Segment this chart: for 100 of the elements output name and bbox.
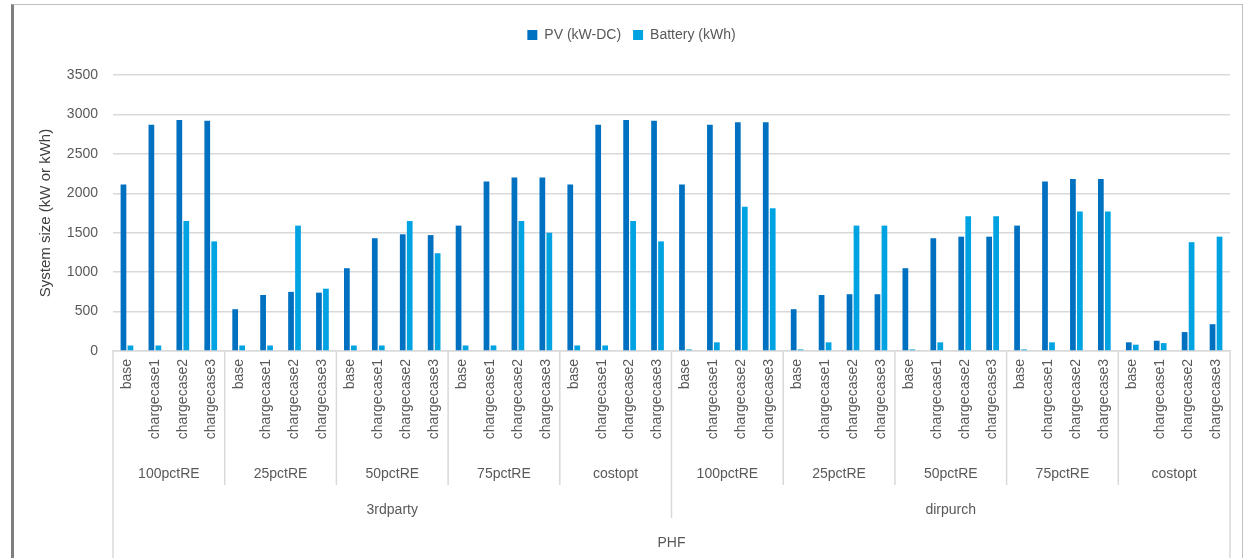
x-tick-label: chargecase2 (508, 358, 525, 440)
x-tick-label: chargecase3 (536, 358, 553, 440)
bar (602, 345, 609, 351)
bar (406, 220, 413, 351)
legend-label: PV (kW-DC) (544, 25, 622, 42)
bar (462, 345, 469, 351)
y-tick-label: 1500 (66, 223, 99, 240)
bar (344, 268, 350, 351)
bar (595, 124, 602, 351)
bar (741, 206, 748, 351)
bar (371, 238, 378, 351)
bar (323, 288, 329, 351)
x-tick-label: chargecase3 (760, 358, 777, 440)
x-tick-label: chargecase1 (1151, 358, 1168, 440)
x-tick-label: chargecase1 (704, 358, 721, 440)
x-tick-label: chargecase2 (397, 358, 414, 440)
bar (734, 122, 741, 351)
bar (658, 241, 664, 351)
x-tick-label: chargecase1 (927, 358, 944, 440)
bar (958, 236, 965, 351)
x-tick-label: chargecase3 (983, 358, 1000, 440)
y-tick-label: 3000 (66, 105, 99, 122)
bar (1104, 211, 1111, 351)
bar (295, 225, 301, 351)
bar (378, 345, 385, 351)
bar (1014, 225, 1020, 351)
bar (630, 220, 636, 351)
y-tick-label: 2000 (66, 184, 99, 201)
bar (176, 119, 183, 351)
x-tick-label: chargecase1 (815, 358, 832, 440)
bar (1125, 342, 1132, 351)
y-tick-label: 500 (74, 302, 99, 319)
x-tick-label: base (117, 358, 134, 390)
bar (1153, 340, 1160, 351)
bar (965, 216, 972, 351)
bar (288, 291, 294, 351)
text: 3rdparty (366, 500, 418, 517)
x-tick-label: chargecase2 (285, 358, 302, 440)
bar (316, 292, 322, 351)
bar (1160, 343, 1167, 351)
bar (679, 184, 685, 351)
bar (155, 345, 162, 351)
x-tick-label: chargecase1 (369, 358, 386, 440)
x-tick-label: chargecase2 (1178, 358, 1195, 440)
x-tick-label: chargecase1 (592, 358, 609, 440)
x-tick-label: chargecase2 (173, 358, 190, 440)
text: costopt (1151, 464, 1197, 481)
bar (1132, 344, 1139, 351)
bar (623, 119, 629, 351)
bar (546, 232, 553, 351)
bar (1070, 179, 1076, 351)
bar (204, 120, 211, 351)
bar (127, 345, 134, 351)
bar (993, 216, 999, 351)
bar (1097, 179, 1104, 351)
x-tick-label: chargecase3 (871, 358, 888, 440)
x-tick-label: chargecase2 (732, 358, 749, 440)
text: 25pctRE (812, 464, 866, 481)
x-tick-label: base (1011, 358, 1028, 390)
x-tick-label: chargecase3 (1206, 358, 1223, 440)
text: 100pctRE (696, 464, 759, 481)
bar (267, 345, 273, 351)
y-tick-label: 0 (90, 341, 99, 358)
y-tick-label: 1000 (66, 263, 99, 279)
x-tick-label: base (899, 358, 916, 390)
bar (260, 295, 266, 351)
text: costopt (593, 464, 639, 481)
legend-label: Battery (kWh) (650, 25, 736, 42)
bar (427, 235, 434, 351)
bar (1042, 181, 1048, 351)
x-tick-label: chargecase3 (1095, 358, 1112, 440)
bar (937, 342, 944, 351)
x-tick-label: chargecase1 (1039, 358, 1056, 440)
text: 75pctRE (1035, 464, 1090, 481)
bar (399, 234, 406, 351)
x-tick-label: chargecase2 (1067, 358, 1084, 440)
bar (762, 122, 769, 351)
bar (1077, 211, 1083, 351)
x-tick-label: base (564, 358, 581, 390)
bar (790, 309, 797, 351)
x-tick-label: chargecase2 (955, 358, 972, 440)
y-tick-label: 3500 (66, 65, 99, 82)
bar (769, 208, 776, 351)
bar (567, 184, 574, 351)
bar (490, 345, 497, 351)
text: 75pctRE (477, 464, 531, 481)
bar (239, 345, 246, 351)
bar (986, 236, 993, 351)
bar (714, 342, 720, 351)
x-tick-label: base (229, 358, 246, 390)
x-tick-label: chargecase1 (145, 358, 162, 440)
bar (930, 238, 937, 351)
x-tick-label: chargecase1 (257, 358, 274, 440)
bar (232, 309, 239, 351)
x-tick-label: base (452, 358, 469, 390)
bar (539, 177, 546, 351)
x-tick-label: base (341, 358, 358, 390)
x-tick-label: chargecase2 (843, 358, 860, 440)
bar (707, 124, 713, 351)
bar (1049, 342, 1055, 351)
